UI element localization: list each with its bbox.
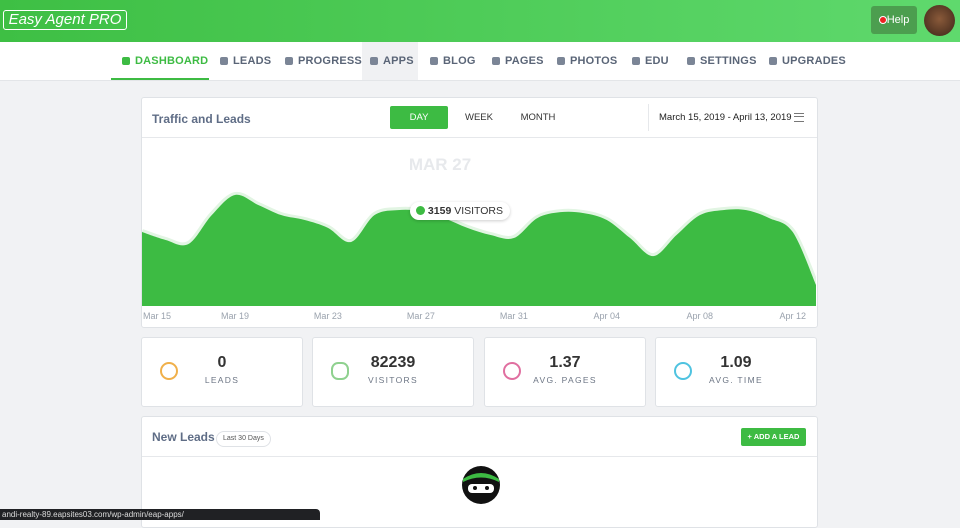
nav-item[interactable]: PROGRESS [298, 55, 362, 67]
date-range[interactable]: March 15, 2019 - April 13, 2019 [648, 104, 816, 131]
nav-item[interactable]: DASHBOARD [135, 55, 209, 67]
nav-item[interactable]: SETTINGS [700, 55, 757, 67]
range-day[interactable]: DAY [390, 106, 448, 129]
nav-item[interactable]: LEADS [233, 55, 272, 67]
help-button[interactable]: Help [871, 6, 917, 34]
stat-label: AVG. PAGES [533, 375, 597, 385]
nav-icon [492, 57, 500, 65]
stat-label: VISITORS [368, 375, 418, 385]
area [142, 194, 816, 306]
stat-value: 1.37 [549, 354, 581, 371]
hover-date: MAR 27 [408, 155, 472, 174]
ninja-icon [462, 466, 500, 504]
nav-icon [370, 57, 378, 65]
nav-icon [632, 57, 640, 65]
logo[interactable]: Easy Agent PRO [3, 10, 127, 30]
nav-item[interactable]: PHOTOS [570, 55, 618, 67]
header: Easy Agent PRO Help [0, 0, 960, 42]
x-tick-label: Apr 08 [687, 311, 714, 321]
help-dot [878, 16, 887, 25]
date-range-text: March 15, 2019 - April 13, 2019 [659, 112, 792, 123]
stat-value: 1.09 [720, 354, 752, 371]
x-tick-label: Mar 27 [407, 311, 435, 321]
traffic-chart: Mar 15 Mar 19 Mar 23 Mar 27 Mar 31 Apr 04 Apr … [142, 191, 816, 321]
stat-icon [331, 362, 349, 380]
stat-value: 82239 [370, 354, 416, 371]
nav-bar [0, 42, 960, 81]
tooltip-value: 3159 [427, 205, 452, 217]
stat-label: AVG. TIME [709, 375, 763, 385]
stat-card: 82239 VISITORS [312, 337, 474, 407]
tooltip-unit: VISITORS [454, 205, 504, 217]
avatar[interactable] [924, 5, 955, 36]
nav-icon [285, 57, 293, 65]
add-lead-text: ADD A LEAD [753, 432, 800, 441]
stat-card: 1.09 AVG. TIME [655, 337, 817, 407]
badge: Last 30 Days [216, 431, 271, 447]
x-tick-label: Mar 19 [221, 311, 249, 321]
nav-icon [430, 57, 438, 65]
stat-icon [503, 362, 521, 380]
divider [142, 456, 817, 457]
menu-icon [794, 113, 804, 122]
x-tick-label: Mar 23 [314, 311, 342, 321]
stat-label: LEADS [204, 375, 240, 385]
stat-value: 0 [217, 354, 227, 371]
tooltip-dot [416, 206, 425, 215]
nav-icon [687, 57, 695, 65]
stat-icon [160, 362, 178, 380]
help-text: Help [886, 14, 910, 26]
range-month[interactable]: MONTH [520, 112, 556, 123]
x-tick-label: Mar 31 [500, 311, 528, 321]
nav-item[interactable]: APPS [383, 55, 414, 67]
card-title: Traffic and Leads [152, 112, 251, 126]
x-tick-label: Apr 12 [779, 311, 806, 321]
nav-icon [769, 57, 777, 65]
nav-item[interactable]: PAGES [505, 55, 544, 67]
card-title: New Leads [152, 430, 215, 444]
add-lead-button[interactable]: + ADD A LEAD [741, 428, 806, 446]
x-tick-label: Apr 04 [594, 311, 621, 321]
x-tick-label: Mar 15 [143, 311, 171, 321]
nav-item[interactable]: EDU [645, 55, 669, 67]
nav-icon [220, 57, 228, 65]
nav-item[interactable]: UPGRADES [782, 55, 846, 67]
nav-icon [557, 57, 565, 65]
stat-card: 0 LEADS [141, 337, 303, 407]
nav-active-underline [111, 78, 209, 80]
nav-item[interactable]: BLOG [443, 55, 476, 67]
range-week[interactable]: WEEK [465, 112, 493, 123]
stat-icon [674, 362, 692, 380]
nav-icon [122, 57, 130, 65]
status-url: andi-realty-89.eapsites03.com/wp-admin/e… [0, 509, 320, 520]
tooltip: 3159 VISITORS [410, 202, 511, 220]
stat-card: 1.37 AVG. PAGES [484, 337, 646, 407]
divider [142, 137, 817, 138]
